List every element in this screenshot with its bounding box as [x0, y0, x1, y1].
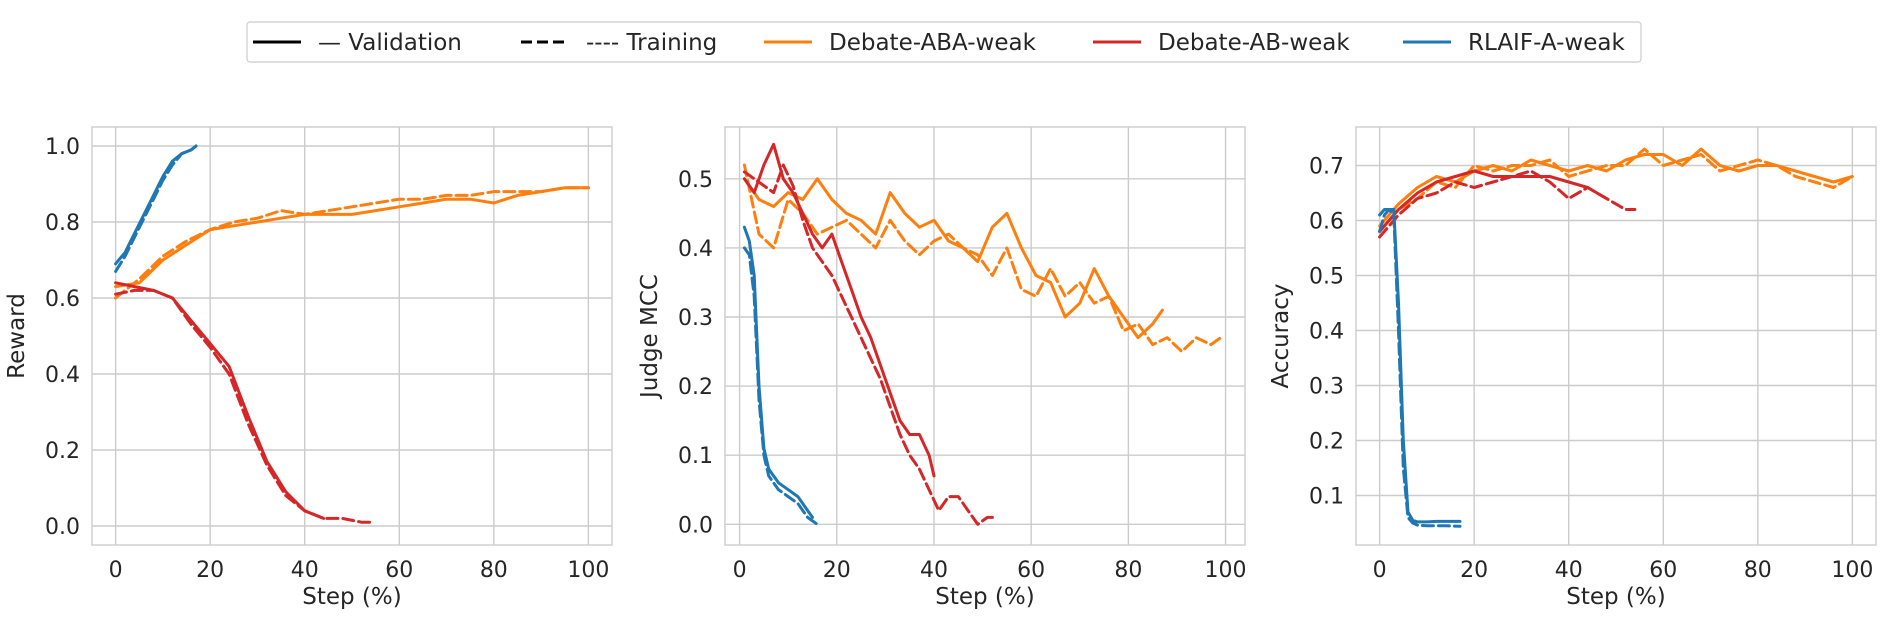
legend-label-rlaif-a-weak: RLAIF-A-weak [1468, 30, 1625, 56]
series-rlaif-a-weak-dashed-line [1378, 208, 1462, 528]
y-tick-label: 0.3 [678, 306, 713, 331]
x-tick-label: 40 [1555, 558, 1583, 583]
legend-label-debate-ab-weak: Debate-AB-weak [1158, 30, 1350, 56]
legend: — Validation ---- Training Debate-ABA-weak… [246, 21, 1642, 63]
panels: 0 20 40 60 80 100 0.0 0.2 0.4 0.6 0.8 1.0 Step (%) Re… [4, 126, 1877, 610]
series-debate-aba-weak-dashed-line [742, 163, 1223, 353]
series-rlaif-a-weak-dashed-line [742, 246, 819, 526]
y-tick-label: 0.0 [45, 515, 80, 540]
series-debate-aba-weak-dashed-line [114, 186, 590, 300]
y-tick-label: 0.2 [45, 439, 80, 464]
y-tick-label: 0.8 [45, 211, 80, 236]
y-tick-label: 0.3 [1309, 375, 1344, 400]
series-debate-aba-weak-dashed-line [1378, 147, 1854, 233]
series-rlaif-a-weak-solid-line [1378, 208, 1462, 524]
chart-panel-accuracy: 0 20 40 60 80 100 0.1 0.2 0.3 0.4 0.5 0.6 0.7 Step (%… [1268, 126, 1877, 610]
y-axis-label: Accuracy [1268, 283, 1294, 388]
x-tick-label: 80 [1114, 558, 1142, 583]
x-tick-label: 0 [1373, 558, 1387, 583]
series-debate-aba-weak-solid-line [742, 177, 1164, 340]
y-tick-label: 0.1 [1309, 485, 1344, 510]
y-tick-label: 0.7 [1309, 155, 1344, 180]
legend-label-validation: — Validation [318, 30, 462, 56]
series-rlaif-a-weak-solid-line [114, 144, 198, 266]
y-tick-label: 0.5 [1309, 265, 1344, 290]
x-tick-label: 100 [1831, 558, 1873, 583]
y-axis-label: Reward [4, 293, 30, 379]
x-axis-label: Step (%) [302, 584, 401, 610]
series-rlaif-a-weak-dashed-line [114, 144, 198, 273]
x-tick-label: 20 [1460, 558, 1488, 583]
x-tick-label: 0 [109, 558, 123, 583]
x-tick-label: 20 [823, 558, 851, 583]
x-tick-label: 80 [480, 558, 508, 583]
legend-label-debate-aba-weak: Debate-ABA-weak [829, 30, 1037, 56]
y-axis-label: Judge MCC [637, 274, 663, 400]
chart-panel-judge-mcc: 0 20 40 60 80 100 0.0 0.1 0.2 0.3 0.4 0.5 Step (%) Ju… [637, 126, 1247, 610]
series-debate-ab-weak-solid-line [742, 142, 936, 478]
y-tick-label: 0.2 [1309, 430, 1344, 455]
x-axis-label: Step (%) [1566, 584, 1665, 610]
y-tick-label: 0.4 [1309, 320, 1344, 345]
plot-area [724, 126, 1246, 546]
y-tick-label: 0.4 [45, 363, 80, 388]
series-debate-aba-weak-solid-line [114, 186, 590, 289]
x-tick-label: 100 [567, 558, 609, 583]
x-tick-label: 60 [1017, 558, 1045, 583]
x-tick-label: 80 [1744, 558, 1772, 583]
x-axis-label: Step (%) [935, 584, 1034, 610]
legend-label-training: ---- Training [586, 30, 717, 56]
x-tick-label: 40 [920, 558, 948, 583]
series-debate-ab-weak-solid-line [1378, 169, 1608, 233]
x-tick-label: 20 [196, 558, 224, 583]
x-tick-label: 40 [291, 558, 319, 583]
y-tick-label: 0.2 [678, 375, 713, 400]
y-tick-label: 0.5 [678, 168, 713, 193]
y-tick-label: 0.0 [678, 513, 713, 538]
x-tick-label: 100 [1205, 558, 1247, 583]
series-debate-ab-weak-dashed-line [742, 163, 999, 526]
y-tick-label: 0.6 [1309, 210, 1344, 235]
x-tick-label: 60 [1649, 558, 1677, 583]
plot-area [1355, 126, 1877, 546]
x-tick-label: 60 [385, 558, 413, 583]
series-rlaif-a-weak-solid-line [742, 225, 814, 519]
legend-frame [246, 21, 1642, 63]
series-debate-ab-weak-dashed-line [1378, 169, 1637, 239]
y-tick-label: 0.1 [678, 444, 713, 469]
y-tick-label: 1.0 [45, 135, 80, 160]
x-tick-label: 0 [733, 558, 747, 583]
y-tick-label: 0.6 [45, 287, 80, 312]
y-tick-label: 0.4 [678, 237, 713, 262]
chart-panel-reward: 0 20 40 60 80 100 0.0 0.2 0.4 0.6 0.8 1.0 Step (%) Re… [4, 126, 613, 610]
plot-area [91, 126, 613, 546]
series-debate-ab-weak-solid-line [114, 281, 326, 520]
series-debate-ab-weak-dashed-line [114, 288, 373, 524]
